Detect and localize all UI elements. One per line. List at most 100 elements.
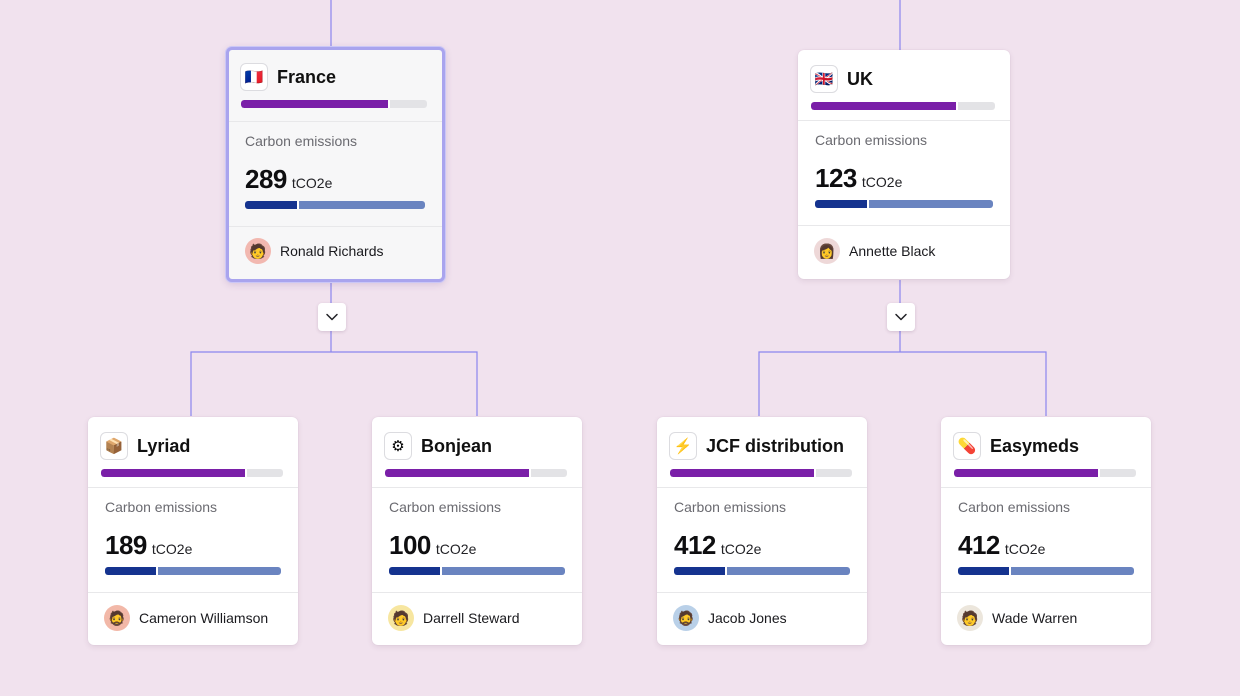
owner-name: Cameron Williamson bbox=[139, 610, 269, 626]
emissions-unit: tCO2e bbox=[291, 175, 333, 191]
avatar-annette-black: 👩 bbox=[814, 238, 840, 264]
avatar-cameron-williamson: 🧔 bbox=[104, 605, 130, 631]
connector-france-branch bbox=[190, 351, 478, 416]
entity-card-france[interactable]: 🇫🇷 France Carbon emissions 289 tCO2e 🧑 R… bbox=[226, 47, 445, 282]
card-header: 🇫🇷 France bbox=[229, 50, 442, 122]
entity-card-lyriad[interactable]: 📦 Lyriad Carbon emissions 189 tCO2e 🧔 Ca… bbox=[88, 417, 298, 645]
emissions-label: Carbon emissions bbox=[105, 499, 218, 515]
score-bar bbox=[670, 469, 852, 477]
emissions-bar-primary bbox=[245, 201, 300, 209]
owner-row: 🧔 Cameron Williamson bbox=[88, 593, 298, 643]
emissions-bar bbox=[105, 567, 281, 575]
emissions-bar-primary bbox=[958, 567, 1012, 575]
entity-card-bonjean[interactable]: ⚙ Bonjean Carbon emissions 100 tCO2e 🧑 D… bbox=[372, 417, 582, 645]
score-bar bbox=[385, 469, 567, 477]
emissions-bar-secondary bbox=[158, 567, 281, 575]
owner-name: Wade Warren bbox=[992, 610, 1078, 626]
entity-card-easymeds[interactable]: 💊 Easymeds Carbon emissions 412 tCO2e 🧑 … bbox=[941, 417, 1151, 645]
emissions-bar bbox=[389, 567, 565, 575]
card-header: 💊 Easymeds bbox=[941, 417, 1151, 488]
uk-flag-icon: 🇬🇧 bbox=[810, 65, 838, 93]
card-title: Lyriad bbox=[137, 435, 191, 456]
score-bar bbox=[101, 469, 283, 477]
chevron-down-icon bbox=[895, 313, 907, 321]
entity-card-jcf-distribution[interactable]: ⚡ JCF distribution Carbon emissions 412 … bbox=[657, 417, 867, 645]
score-bar-fill bbox=[954, 469, 1100, 477]
collapse-button-france[interactable] bbox=[318, 303, 346, 331]
emissions-unit: tCO2e bbox=[151, 541, 193, 557]
card-header: ⚡ JCF distribution bbox=[657, 417, 867, 488]
emissions-bar-secondary bbox=[442, 567, 565, 575]
score-bar bbox=[241, 100, 427, 108]
emissions-label: Carbon emissions bbox=[958, 499, 1071, 515]
emissions-bar bbox=[958, 567, 1134, 575]
emissions-value: 412 bbox=[958, 530, 1000, 560]
score-bar bbox=[954, 469, 1136, 477]
card-title: France bbox=[277, 66, 337, 87]
score-bar-fill bbox=[670, 469, 816, 477]
emissions-section: Carbon emissions 123 tCO2e bbox=[798, 121, 1010, 226]
emissions-section: Carbon emissions 412 tCO2e bbox=[941, 488, 1151, 593]
emissions-unit: tCO2e bbox=[435, 541, 477, 557]
package-icon: 📦 bbox=[100, 432, 128, 460]
emissions-bar-primary bbox=[105, 567, 159, 575]
emissions-section: Carbon emissions 412 tCO2e bbox=[657, 488, 867, 593]
card-title: JCF distribution bbox=[706, 435, 844, 456]
owner-name: Darrell Steward bbox=[423, 610, 520, 626]
score-bar-fill bbox=[385, 469, 531, 477]
connector-uk-branch bbox=[758, 351, 1047, 416]
score-bar-fill bbox=[101, 469, 247, 477]
emissions-label: Carbon emissions bbox=[674, 499, 787, 515]
avatar-wade-warren: 🧑 bbox=[957, 605, 983, 631]
emissions-label: Carbon emissions bbox=[815, 132, 928, 148]
france-flag-icon: 🇫🇷 bbox=[240, 63, 268, 91]
owner-row: 🧑 Wade Warren bbox=[941, 593, 1151, 643]
owner-row: 👩 Annette Black bbox=[798, 226, 1010, 276]
emissions-unit: tCO2e bbox=[861, 174, 903, 190]
emissions-bar bbox=[245, 201, 425, 209]
emissions-bar-primary bbox=[815, 200, 869, 208]
emissions-value: 100 bbox=[389, 530, 431, 560]
emissions-value: 289 bbox=[245, 164, 287, 194]
emissions-bar-secondary bbox=[727, 567, 850, 575]
owner-name: Annette Black bbox=[849, 243, 936, 259]
owner-row: 🧑 Ronald Richards bbox=[229, 227, 442, 275]
owner-name: Ronald Richards bbox=[280, 243, 384, 259]
chevron-down-icon bbox=[326, 313, 338, 321]
emissions-bar-secondary bbox=[868, 200, 993, 208]
score-bar-fill bbox=[241, 100, 390, 108]
emissions-value: 123 bbox=[815, 163, 857, 193]
owner-name: Jacob Jones bbox=[708, 610, 787, 626]
emissions-section: Carbon emissions 289 tCO2e bbox=[229, 122, 442, 227]
emissions-bar bbox=[674, 567, 850, 575]
pharmacy-icon: 💊 bbox=[953, 432, 981, 460]
emissions-bar-secondary bbox=[1011, 567, 1134, 575]
emissions-bar-primary bbox=[674, 567, 728, 575]
emissions-bar-secondary bbox=[299, 201, 425, 209]
card-title: Easymeds bbox=[990, 435, 1080, 456]
score-bar bbox=[811, 102, 995, 110]
emissions-bar-primary bbox=[389, 567, 443, 575]
card-header: 🇬🇧 UK bbox=[798, 50, 1010, 121]
emissions-unit: tCO2e bbox=[720, 541, 762, 557]
card-header: ⚙ Bonjean bbox=[372, 417, 582, 488]
score-bar-fill bbox=[811, 102, 959, 110]
emissions-section: Carbon emissions 100 tCO2e bbox=[372, 488, 582, 593]
card-title: Bonjean bbox=[421, 435, 493, 456]
entity-card-uk[interactable]: 🇬🇧 UK Carbon emissions 123 tCO2e 👩 Annet… bbox=[798, 50, 1010, 279]
avatar-jacob-jones: 🧔 bbox=[673, 605, 699, 631]
emissions-value: 412 bbox=[674, 530, 716, 560]
emissions-bar bbox=[815, 200, 993, 208]
emissions-label: Carbon emissions bbox=[245, 133, 358, 149]
emissions-label: Carbon emissions bbox=[389, 499, 502, 515]
avatar-ronald-richards: 🧑 bbox=[245, 238, 271, 264]
emissions-value: 189 bbox=[105, 530, 147, 560]
card-title: UK bbox=[847, 68, 873, 89]
lightning-icon: ⚡ bbox=[669, 432, 697, 460]
collapse-button-uk[interactable] bbox=[887, 303, 915, 331]
gear-icon: ⚙ bbox=[384, 432, 412, 460]
owner-row: 🧔 Jacob Jones bbox=[657, 593, 867, 643]
avatar-darrell-steward: 🧑 bbox=[388, 605, 414, 631]
owner-row: 🧑 Darrell Steward bbox=[372, 593, 582, 643]
emissions-unit: tCO2e bbox=[1004, 541, 1046, 557]
